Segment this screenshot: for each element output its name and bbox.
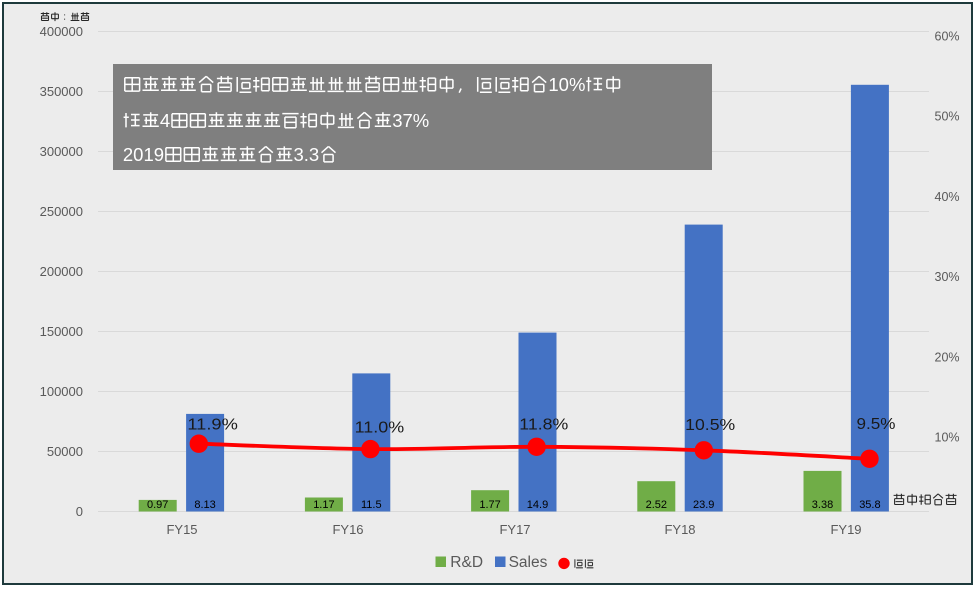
- svg-text:10%: 10%: [548, 74, 585, 95]
- svg-text:3.3: 3.3: [294, 144, 320, 165]
- svg-text:0: 0: [76, 504, 83, 519]
- svg-text:100000: 100000: [40, 384, 83, 399]
- svg-text:10%: 10%: [935, 431, 960, 445]
- svg-text:20%: 20%: [935, 350, 960, 364]
- svg-text:40%: 40%: [935, 190, 960, 204]
- svg-text:350000: 350000: [40, 84, 83, 99]
- svg-text:4: 4: [160, 110, 170, 131]
- svg-text:Sales: Sales: [509, 554, 548, 571]
- svg-text:11.8%: 11.8%: [519, 417, 568, 434]
- svg-text:200000: 200000: [40, 264, 83, 279]
- svg-text:0.97: 0.97: [147, 499, 168, 511]
- svg-text:23.9: 23.9: [693, 499, 714, 511]
- svg-text:50%: 50%: [935, 110, 960, 124]
- svg-text:FY18: FY18: [664, 522, 695, 537]
- svg-text:30%: 30%: [935, 270, 960, 284]
- svg-text:35.8: 35.8: [859, 499, 880, 511]
- svg-text:R&D: R&D: [450, 554, 483, 571]
- svg-text:9.5%: 9.5%: [857, 416, 896, 433]
- svg-text:11.9%: 11.9%: [187, 417, 238, 434]
- svg-text:2019: 2019: [123, 144, 164, 165]
- svg-text:1.77: 1.77: [479, 499, 500, 511]
- svg-text:11.5: 11.5: [361, 499, 382, 511]
- svg-text:3.38: 3.38: [812, 499, 833, 511]
- svg-text:60%: 60%: [935, 29, 960, 43]
- svg-text:150000: 150000: [40, 324, 83, 339]
- svg-text:250000: 250000: [40, 204, 83, 219]
- svg-text:FY19: FY19: [830, 522, 861, 537]
- svg-text:1.17: 1.17: [313, 499, 334, 511]
- svg-text:10.5%: 10.5%: [685, 417, 735, 434]
- svg-text:8.13: 8.13: [194, 499, 215, 511]
- svg-text:2.52: 2.52: [646, 499, 667, 511]
- svg-text:FY16: FY16: [332, 522, 363, 537]
- svg-text:300000: 300000: [40, 144, 83, 159]
- svg-text:400000: 400000: [40, 24, 83, 39]
- svg-text:50000: 50000: [47, 444, 83, 459]
- svg-text:FY15: FY15: [166, 522, 197, 537]
- svg-text:FY17: FY17: [499, 522, 530, 537]
- svg-text:37%: 37%: [392, 110, 429, 131]
- svg-text:14.9: 14.9: [527, 499, 548, 511]
- svg-text:11.0%: 11.0%: [355, 420, 405, 437]
